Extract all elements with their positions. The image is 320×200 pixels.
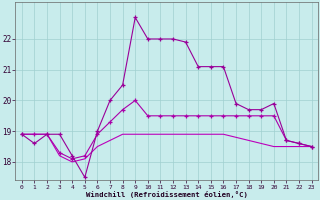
X-axis label: Windchill (Refroidissement éolien,°C): Windchill (Refroidissement éolien,°C) bbox=[86, 191, 248, 198]
